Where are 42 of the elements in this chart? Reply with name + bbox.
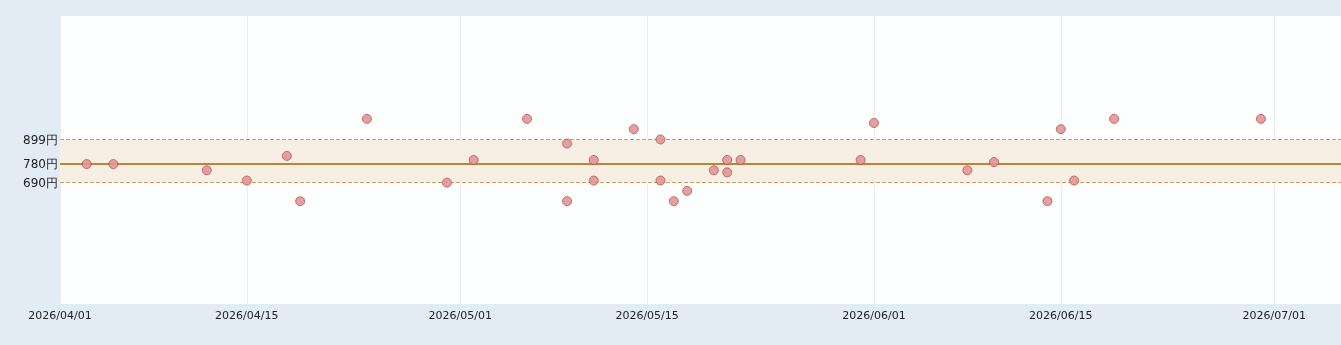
point: [655, 175, 666, 186]
point: [962, 165, 973, 176]
point: [869, 118, 879, 128]
point: [468, 155, 479, 165]
y-tick-label: 780円: [23, 157, 58, 172]
point: [201, 165, 212, 176]
point: [1069, 175, 1080, 186]
point: [588, 155, 599, 165]
point: [442, 177, 452, 188]
x-tick-label: 2026/05/15: [615, 309, 679, 322]
x-tick-label: 2026/06/15: [1029, 309, 1093, 322]
point: [1256, 113, 1266, 124]
point: [1055, 124, 1066, 135]
y-tick-label: 899円: [23, 132, 58, 147]
point: [562, 138, 572, 149]
point: [682, 185, 693, 196]
point: [241, 175, 252, 186]
point: [108, 159, 119, 170]
point: [81, 159, 92, 170]
point: [295, 196, 306, 207]
point: [668, 196, 679, 207]
point: [989, 157, 999, 167]
point: [655, 134, 666, 145]
point: [1042, 196, 1053, 207]
point: [562, 196, 572, 207]
point: [588, 175, 599, 186]
point: [722, 155, 733, 165]
point: [735, 155, 746, 165]
point: [855, 155, 866, 165]
point: [1109, 113, 1120, 124]
x-tick-label: 2026/07/01: [1242, 309, 1306, 322]
point: [522, 113, 532, 124]
x-tick-label: 2026/05/01: [428, 309, 493, 322]
point: [628, 124, 639, 135]
point: [708, 165, 719, 176]
point: [722, 167, 733, 178]
x-tick-label: 2026/04/15: [215, 309, 279, 322]
y-tick-label: 690円: [23, 175, 58, 190]
x-tick-label: 2026/06/01: [842, 309, 906, 322]
point: [281, 150, 292, 161]
x-tick-label: 2026/04/01: [28, 309, 92, 322]
point: [362, 113, 372, 124]
